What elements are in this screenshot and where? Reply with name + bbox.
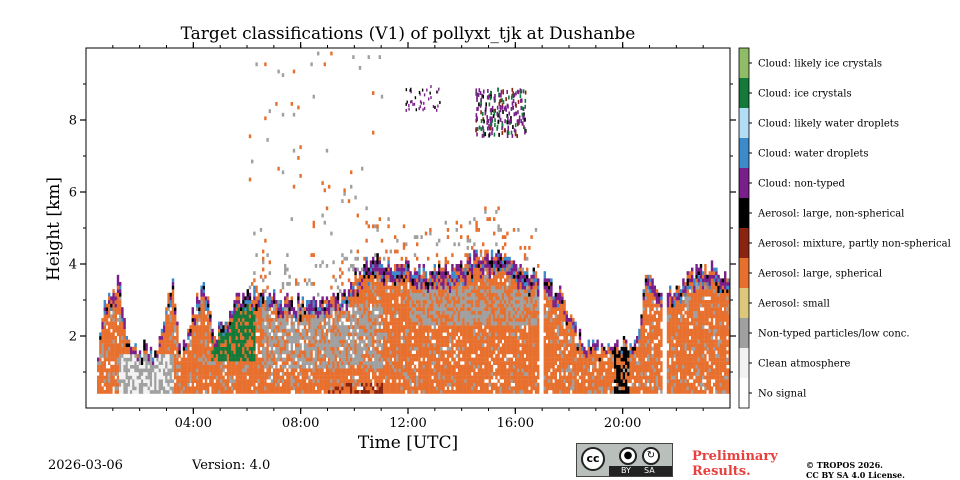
cc-by-label: BY xyxy=(621,466,631,475)
copyright-line-2: CC BY SA 4.0 License. xyxy=(806,470,905,480)
colorbar-label: Cloud: ice crystals xyxy=(758,89,852,100)
x-tick-label: 20:00 xyxy=(604,416,641,431)
colorbar-swatch xyxy=(739,348,749,378)
colorbar-swatch xyxy=(739,168,749,198)
colorbar-frame xyxy=(738,47,750,409)
colorbar-swatch xyxy=(739,288,749,318)
sa-icon: ↻ xyxy=(642,447,660,465)
cc-icon: cc xyxy=(581,447,605,471)
colorbar-label: Aerosol: mixture, partly non-spherical xyxy=(757,239,951,250)
cc-license-badge: cc ● ↻ BY SA xyxy=(576,443,673,477)
colorbar-swatch xyxy=(739,258,749,288)
colorbar-label: No signal xyxy=(758,389,806,400)
x-tick-label: 16:00 xyxy=(497,416,534,431)
y-tick-label: 8 xyxy=(69,114,77,129)
colorbar-swatch xyxy=(739,48,749,78)
colorbar-swatch xyxy=(739,78,749,108)
footer-version: Version: 4.0 xyxy=(192,458,271,473)
colorbar-swatch xyxy=(739,318,749,348)
colorbar-label: Aerosol: large, non-spherical xyxy=(757,209,904,220)
colorbar-label: Clean atmosphere xyxy=(758,359,851,370)
x-axis-label: Time [UTC] xyxy=(357,433,459,453)
y-axis-label: Height [km] xyxy=(44,176,64,282)
colorbar-label: Non-typed particles/low conc. xyxy=(758,329,910,340)
colorbar-label: Cloud: non-typed xyxy=(758,179,846,190)
colorbar-label: Cloud: likely ice crystals xyxy=(758,59,882,70)
colorbar: Cloud: likely ice crystals Cloud: ice cry… xyxy=(738,47,951,409)
colorbar-label: Cloud: water droplets xyxy=(758,149,869,160)
colorbar-swatch xyxy=(739,138,749,168)
copyright-line-1: © TROPOS 2026. xyxy=(806,460,883,470)
x-tick-label: 12:00 xyxy=(389,416,426,431)
plot-area xyxy=(97,51,730,394)
preliminary-note: Preliminary Results. xyxy=(692,449,778,479)
axes: 04:00 08:00 12:00 16:00 20:00 2 4 6 8 xyxy=(69,42,736,431)
colorbar-swatch xyxy=(739,108,749,138)
colorbar-label: Cloud: likely water droplets xyxy=(758,119,899,130)
chart-title: Target classifications (V1) of pollyxt_t… xyxy=(180,24,636,44)
y-tick-label: 6 xyxy=(69,186,77,201)
footer-date: 2026-03-06 xyxy=(48,458,123,473)
copyright-note: © TROPOS 2026. CC BY SA 4.0 License. xyxy=(806,460,905,480)
colorbar-swatch xyxy=(739,228,749,258)
colorbar-label: Aerosol: small xyxy=(757,299,830,310)
classification-image xyxy=(97,51,730,394)
preliminary-line-1: Preliminary xyxy=(692,449,778,464)
by-icon: ● xyxy=(619,447,637,465)
preliminary-line-2: Results. xyxy=(692,464,751,479)
y-tick-label: 4 xyxy=(69,258,77,273)
y-tick-label: 2 xyxy=(69,330,77,345)
x-tick-label: 04:00 xyxy=(175,416,212,431)
x-tick-label: 08:00 xyxy=(282,416,319,431)
colorbar-swatch xyxy=(739,378,749,408)
cc-sa-label: SA xyxy=(644,466,655,475)
colorbar-label: Aerosol: large, spherical xyxy=(757,269,882,280)
colorbar-swatch xyxy=(739,198,749,228)
